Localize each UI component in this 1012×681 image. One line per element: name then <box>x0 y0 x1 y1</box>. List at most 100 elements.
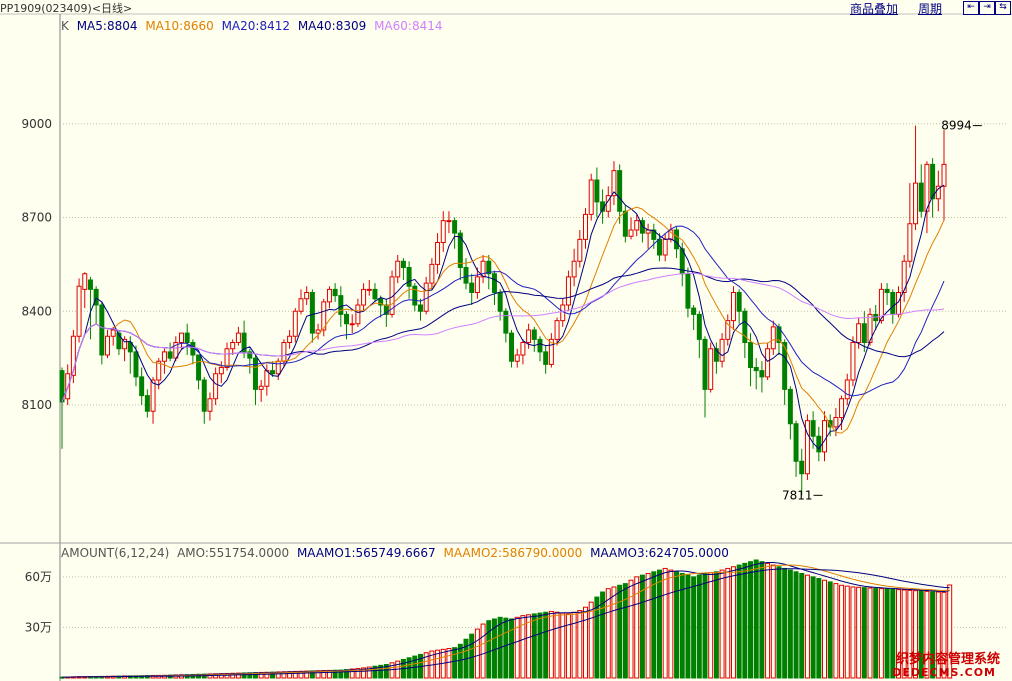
candle-body <box>668 229 674 240</box>
candle-body <box>617 170 623 212</box>
watermark-text: 织梦内容管理系统 <box>895 652 1000 667</box>
candle-body <box>161 351 167 362</box>
volume-bar <box>839 584 845 679</box>
volume-tick-label: 30万 <box>25 620 52 634</box>
candle-body <box>218 367 224 375</box>
legend-maamo3: MAAMO3:624705.0000 <box>590 546 729 560</box>
candle-body <box>742 310 748 343</box>
candle-body <box>930 163 936 200</box>
ma60-line <box>61 272 945 403</box>
volume-bar <box>901 589 907 679</box>
candle-body <box>491 273 497 293</box>
candle-body <box>691 307 697 315</box>
candle-body <box>281 342 287 362</box>
candle-body <box>548 338 554 365</box>
nav-first-button[interactable]: ⇤ <box>963 1 979 15</box>
price-tick-label: 8700 <box>21 211 52 225</box>
candle-body <box>776 326 782 343</box>
volume-bar <box>935 591 941 679</box>
volume-bar <box>861 587 867 679</box>
candle-body <box>804 420 810 475</box>
candle-body <box>793 423 799 462</box>
symbol-title: PP1909(023409)<日线> <box>0 2 133 15</box>
candle-body <box>292 310 298 337</box>
candle-body <box>759 370 765 378</box>
volume-bar <box>378 664 384 679</box>
candle-body <box>156 360 162 381</box>
candle-body <box>435 242 441 265</box>
candle-body <box>196 354 202 381</box>
volume-bar <box>662 567 668 679</box>
candle-body <box>332 288 338 297</box>
candle-body <box>429 263 435 284</box>
maamo3-line <box>61 568 950 678</box>
candle-body <box>213 373 219 400</box>
candle-body <box>651 229 657 240</box>
nav-toggle-button[interactable]: ⇆ <box>995 1 1011 15</box>
candle-body <box>122 338 128 350</box>
candle-body <box>326 288 332 303</box>
volume-bar <box>526 614 532 679</box>
candle-body <box>486 260 492 275</box>
candle-body <box>105 335 111 356</box>
candle-body <box>389 276 395 315</box>
candle-body <box>201 379 207 412</box>
period-link[interactable]: 周期 <box>918 2 943 16</box>
candle-body <box>321 301 327 331</box>
candle-body <box>509 332 515 362</box>
volume-bar <box>776 566 782 679</box>
candle-body <box>822 420 827 453</box>
volume-bar <box>600 591 606 679</box>
candle-body <box>935 185 941 200</box>
candle-body <box>844 379 850 400</box>
volume-bar <box>634 576 640 679</box>
candle-body <box>560 304 566 322</box>
candle-body <box>526 329 532 343</box>
volume-bar <box>509 618 515 679</box>
candle-body <box>634 220 640 231</box>
candle-body <box>861 323 867 343</box>
volume-bar <box>753 559 759 679</box>
candle-body <box>258 385 264 390</box>
candle-body <box>338 295 344 315</box>
legend-k: K <box>61 19 69 33</box>
volume-bar <box>474 628 480 679</box>
candle-body <box>890 292 896 315</box>
candle-body <box>480 260 486 278</box>
candle-body <box>514 354 520 362</box>
volume-bar <box>907 589 913 679</box>
candle-body <box>867 313 873 343</box>
candle-body <box>543 351 549 365</box>
candle-body <box>372 288 378 300</box>
candle-body <box>674 229 680 250</box>
volume-bar <box>577 610 583 679</box>
nav-last-button[interactable]: ⇥ <box>979 1 995 15</box>
volume-bar <box>930 591 936 679</box>
volume-bar <box>446 648 452 679</box>
volume-bar <box>708 572 714 679</box>
candle-body <box>765 348 771 378</box>
candle-body <box>474 276 480 293</box>
candle-body <box>856 323 862 343</box>
candle-body <box>378 298 384 306</box>
price-annotation: 7811 <box>782 488 813 502</box>
volume-bar <box>878 588 884 679</box>
overlay-commodity-link[interactable]: 商品叠加 <box>850 2 899 16</box>
volume-bar <box>645 572 651 679</box>
candle-body <box>99 304 105 356</box>
candle-body <box>730 292 736 322</box>
candle-body <box>725 320 731 340</box>
candle-body <box>70 335 76 376</box>
candle-body <box>264 370 270 387</box>
volume-bar <box>389 662 395 679</box>
candle-body <box>656 238 662 256</box>
candle-body <box>349 323 355 326</box>
candle-body <box>304 292 310 300</box>
legend-ma5: MA5:8804 <box>76 19 138 33</box>
candle-body <box>446 220 452 223</box>
volume-bar <box>713 571 719 679</box>
price-annotation: 8994 <box>941 119 972 133</box>
volume-bar <box>895 589 901 679</box>
volume-bar <box>742 562 748 679</box>
candle-body <box>941 163 947 187</box>
